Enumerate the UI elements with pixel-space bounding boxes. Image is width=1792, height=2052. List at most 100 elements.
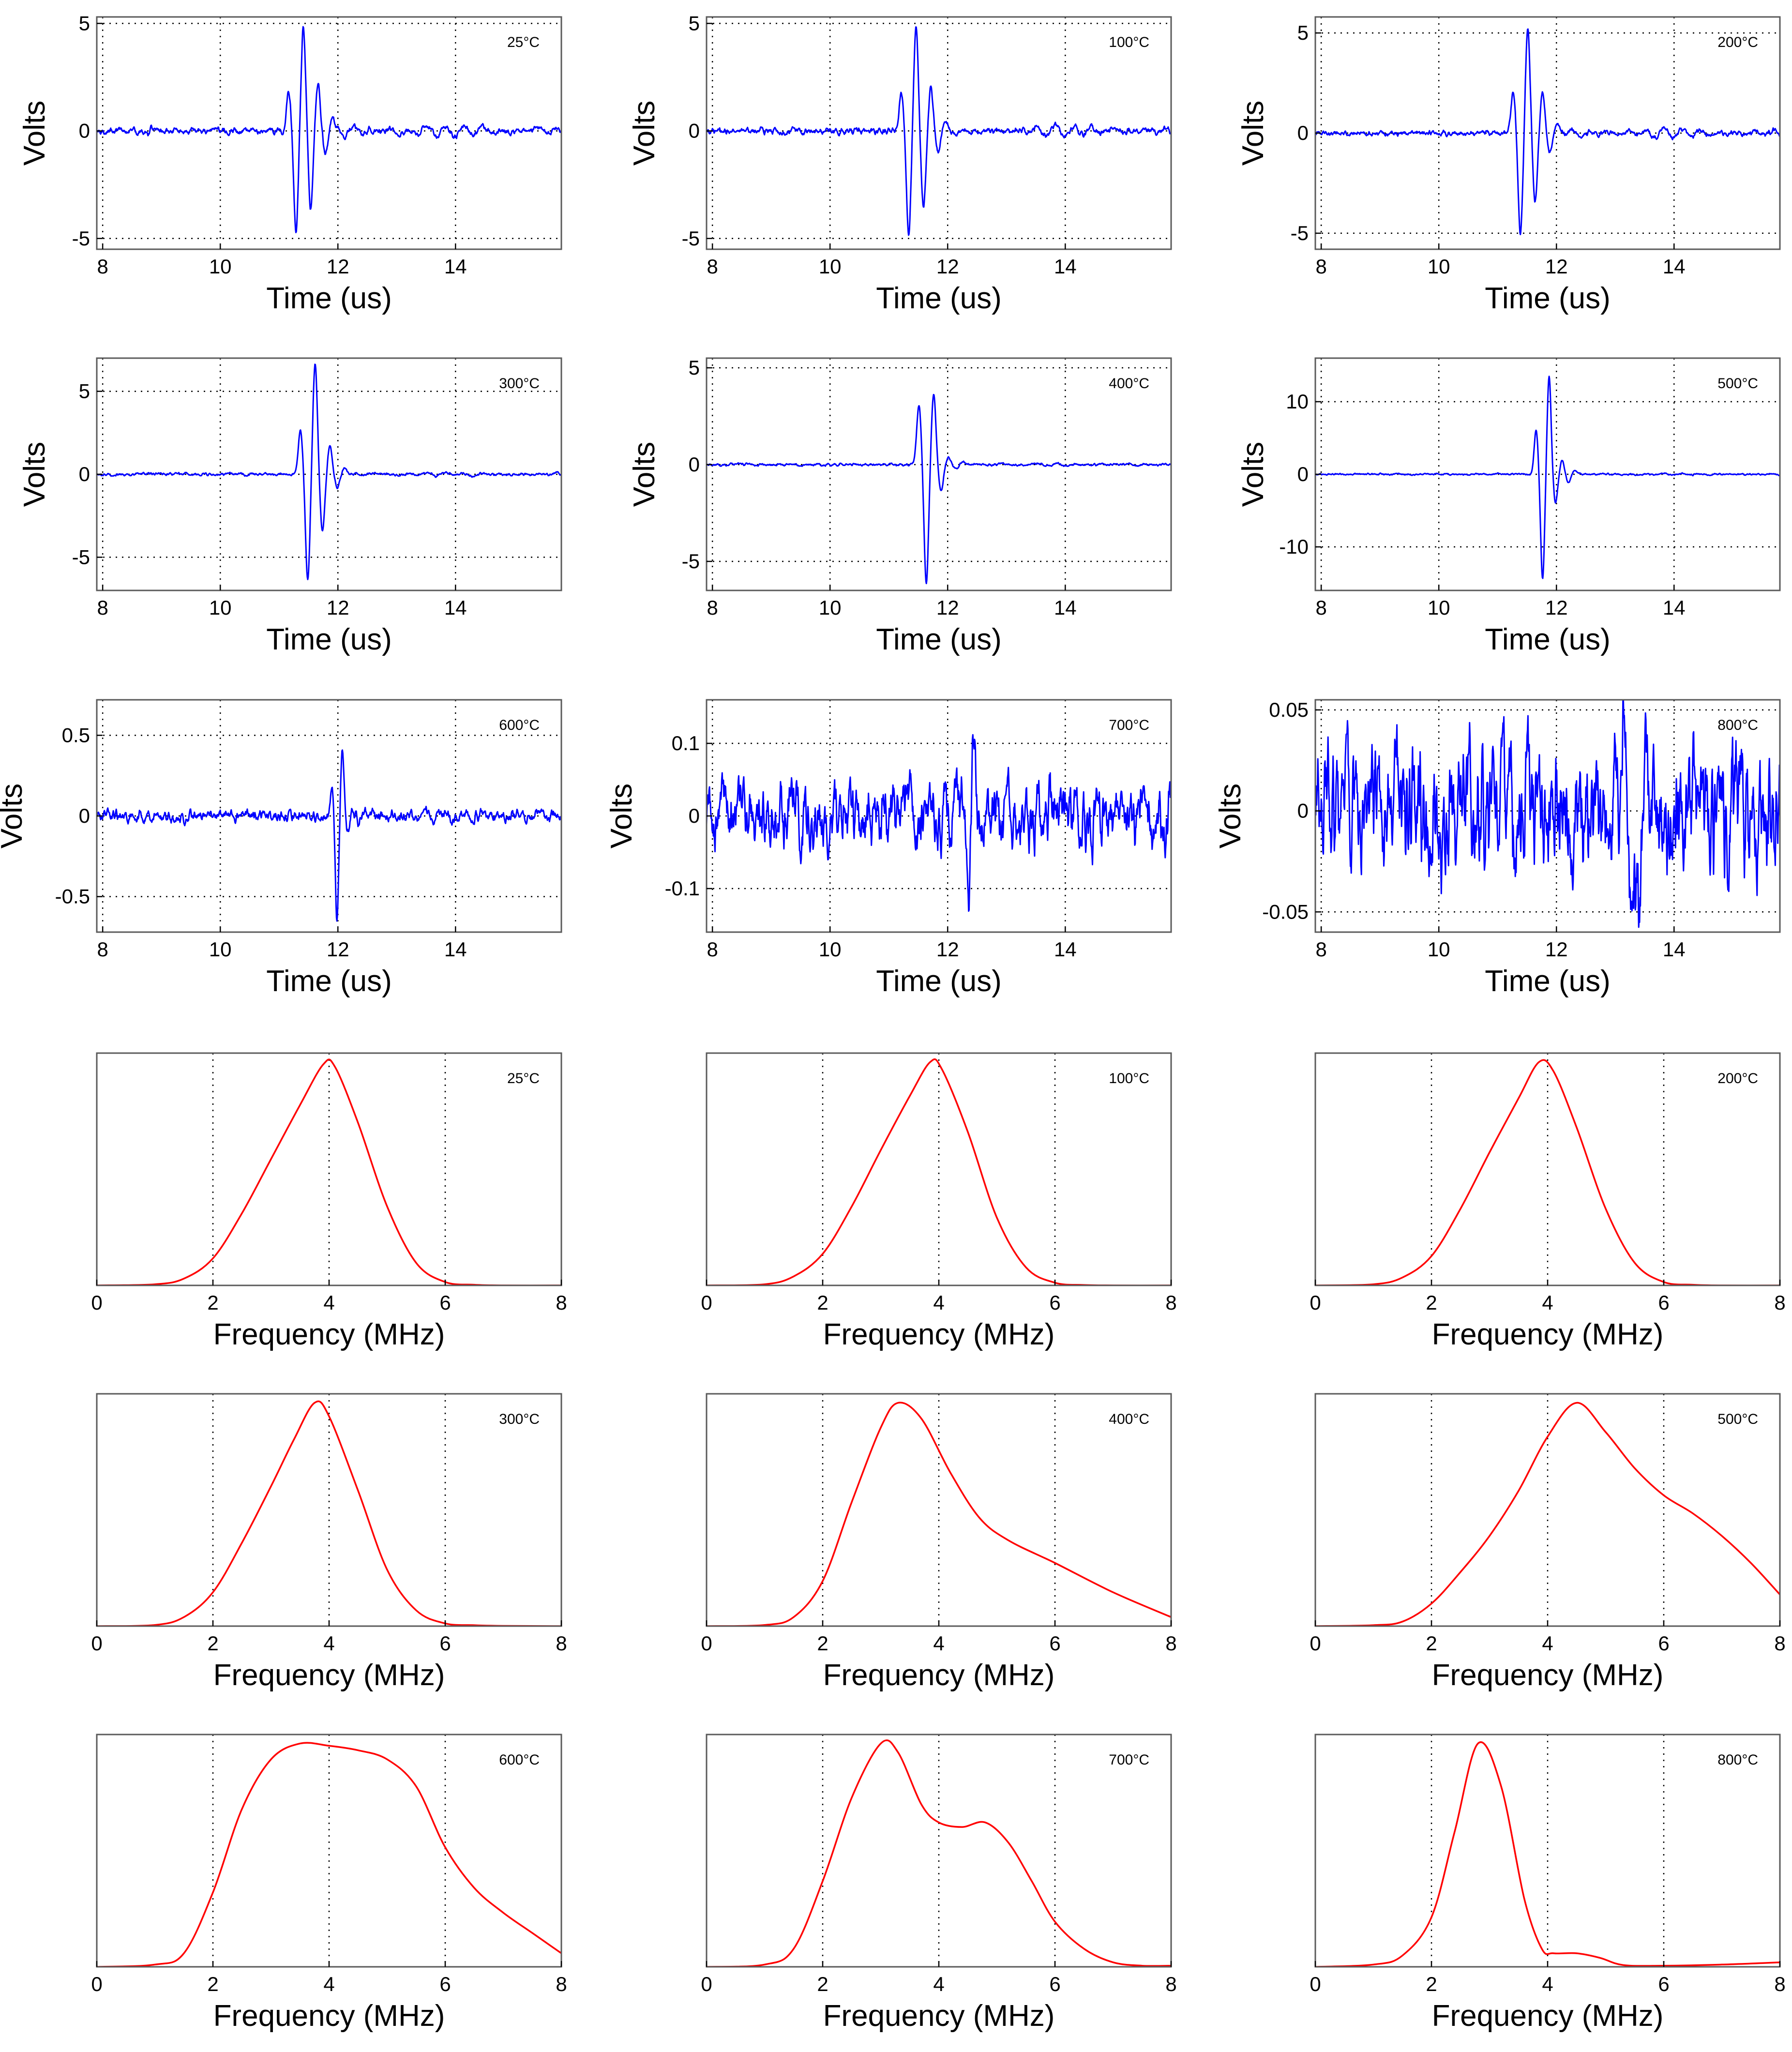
x-tick-label: 0 <box>1310 1632 1321 1655</box>
x-axis-label: Frequency (MHz) <box>823 1318 1055 1351</box>
temperature-annotation: 800°C <box>1717 717 1758 733</box>
y-tick-label: 0 <box>1297 463 1309 485</box>
plot-area <box>707 1735 1171 1967</box>
temperature-annotation: 25°C <box>507 34 540 50</box>
x-tick-label: 12 <box>327 596 349 619</box>
plot-area <box>707 1394 1171 1626</box>
plot-area <box>1315 1053 1780 1285</box>
temperature-annotation: 700°C <box>1109 1752 1149 1768</box>
x-axis-label: Time (us) <box>1485 965 1610 998</box>
waveform-series <box>1315 376 1780 579</box>
spectrum-series <box>1315 1741 1780 1967</box>
plot-frame <box>706 16 1172 250</box>
x-tick-label: 2 <box>207 1632 218 1655</box>
temperature-annotation: 300°C <box>499 376 540 392</box>
y-tick-label: -5 <box>72 227 90 250</box>
waveform-series <box>97 363 561 580</box>
x-tick-label: 8 <box>1315 596 1326 619</box>
x-tick-label: 12 <box>327 255 349 278</box>
x-tick-label: 4 <box>323 1973 334 1995</box>
x-tick-label: 14 <box>1663 596 1686 619</box>
x-tick-label: 2 <box>207 1973 218 1995</box>
plot-area <box>707 1053 1171 1285</box>
x-axis-label: Frequency (MHz) <box>1432 1318 1664 1351</box>
spectrum-series <box>707 1058 1171 1285</box>
x-tick-label: 12 <box>1545 255 1568 278</box>
x-tick-label: 14 <box>1054 938 1077 961</box>
x-tick-label: 8 <box>1774 1973 1785 1995</box>
waveform-series <box>707 734 1171 912</box>
plot-area <box>97 1394 561 1626</box>
y-tick-label: -10 <box>1279 535 1309 558</box>
plot-frame <box>706 357 1172 591</box>
x-tick-label: 8 <box>556 1632 567 1655</box>
y-tick-label: -5 <box>72 545 90 568</box>
temperature-annotation: 600°C <box>499 717 540 733</box>
plot-area <box>97 1735 561 1967</box>
x-tick-label: 8 <box>1165 1291 1176 1314</box>
chart-panel-spectrum-2: 0 2 4 6 8 Frequency (MHz) 100°C <box>701 1052 1177 1351</box>
x-tick-label: 6 <box>1658 1973 1669 1995</box>
x-tick-label: 2 <box>817 1632 828 1655</box>
y-axis-label: Volts <box>628 442 661 507</box>
spectrum-series <box>97 1058 561 1285</box>
y-tick-label: -5 <box>682 227 700 250</box>
x-tick-label: 8 <box>1165 1973 1176 1995</box>
spectrum-series <box>707 1739 1171 1967</box>
chart-panel-time-3: 8 10 12 14 -5 0 5 Time (us) Volts 200°C <box>1236 16 1781 315</box>
x-tick-label: 2 <box>1426 1632 1437 1655</box>
y-tick-label: -5 <box>1291 222 1309 244</box>
spectrum-series <box>1315 1402 1780 1626</box>
x-tick-label: 2 <box>207 1291 218 1314</box>
x-axis-label: Time (us) <box>266 282 392 315</box>
x-tick-label: 8 <box>556 1973 567 1995</box>
y-tick-label: 0 <box>1297 800 1309 822</box>
x-tick-label: 12 <box>1545 596 1568 619</box>
y-tick-label: -5 <box>682 550 700 573</box>
plot-area <box>97 1053 561 1285</box>
x-tick-label: 4 <box>1542 1632 1553 1655</box>
chart-panel-time-8: 8 10 12 14 -0.1 0 0.1 Time (us) Volts 700°C <box>605 699 1172 998</box>
x-tick-label: 12 <box>936 938 959 961</box>
x-tick-label: 0 <box>701 1291 712 1314</box>
x-axis-label: Frequency (MHz) <box>823 1999 1055 2033</box>
x-tick-label: 6 <box>1049 1973 1060 1995</box>
y-tick-label: 0.5 <box>62 724 90 746</box>
x-tick-label: 8 <box>97 255 108 278</box>
y-tick-label: 0 <box>689 453 700 476</box>
x-tick-label: 2 <box>1426 1291 1437 1314</box>
x-tick-label: 8 <box>1774 1632 1785 1655</box>
waveform-series <box>707 393 1171 585</box>
x-tick-label: 10 <box>209 255 232 278</box>
chart-panel-time-4: 8 10 12 14 -5 0 5 Time (us) Volts 300°C <box>18 357 562 656</box>
chart-panel-spectrum-9: 0 2 4 6 8 Frequency (MHz) 800°C <box>1310 1734 1786 2033</box>
y-tick-label: 5 <box>689 356 700 379</box>
x-tick-label: 8 <box>97 938 108 961</box>
y-axis-label: Volts <box>0 784 29 848</box>
x-axis-label: Frequency (MHz) <box>213 1999 445 2033</box>
x-tick-label: 2 <box>817 1973 828 1995</box>
y-tick-label: 0 <box>689 120 700 142</box>
x-tick-label: 14 <box>1054 255 1077 278</box>
x-tick-label: 0 <box>1310 1973 1321 1995</box>
temperature-annotation: 100°C <box>1109 1071 1149 1086</box>
plot-frame <box>96 16 562 250</box>
y-axis-label: Volts <box>628 101 661 166</box>
x-tick-label: 2 <box>1426 1973 1437 1995</box>
waveform-series <box>1315 700 1780 928</box>
y-axis-label: Volts <box>1236 101 1270 166</box>
y-tick-label: 0.1 <box>672 732 700 754</box>
x-tick-label: 12 <box>327 938 349 961</box>
x-tick-label: 8 <box>1774 1291 1785 1314</box>
x-axis-label: Frequency (MHz) <box>1432 1999 1664 2033</box>
x-tick-label: 10 <box>1428 255 1450 278</box>
spectrum-series <box>97 1400 561 1626</box>
y-tick-label: 0 <box>79 120 90 142</box>
x-axis-label: Time (us) <box>266 965 392 998</box>
x-axis-label: Time (us) <box>266 623 392 656</box>
y-tick-label: 5 <box>79 12 90 34</box>
x-tick-label: 0 <box>91 1973 102 1995</box>
x-tick-label: 8 <box>707 255 718 278</box>
x-tick-label: 4 <box>1542 1973 1553 1995</box>
chart-panel-time-7: 8 10 12 14 -0.5 0 0.5 Time (us) Volts 600°C <box>0 699 562 998</box>
